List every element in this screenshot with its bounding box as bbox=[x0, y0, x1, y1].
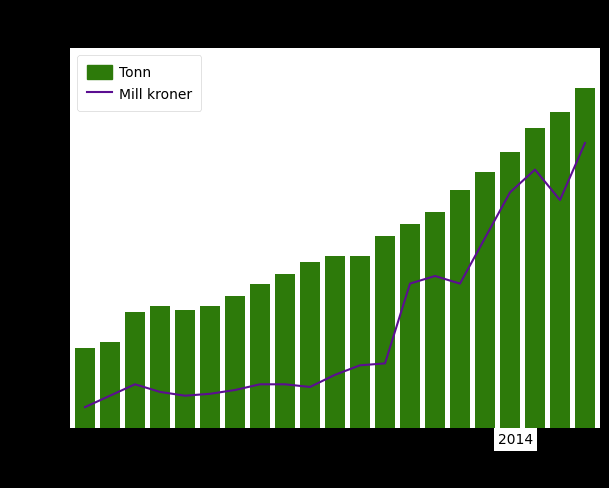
Bar bbox=[475, 173, 495, 428]
Text: 2014: 2014 bbox=[498, 432, 533, 447]
Bar bbox=[75, 348, 95, 428]
Bar bbox=[175, 310, 195, 428]
Bar bbox=[400, 224, 420, 428]
Bar bbox=[575, 89, 595, 428]
Bar bbox=[500, 153, 520, 428]
Bar bbox=[300, 263, 320, 428]
Bar bbox=[425, 213, 445, 428]
Legend: Tonn, Mill kroner: Tonn, Mill kroner bbox=[77, 56, 202, 112]
Bar bbox=[550, 113, 570, 428]
Bar bbox=[375, 237, 395, 428]
Bar bbox=[450, 191, 470, 428]
Bar bbox=[325, 257, 345, 428]
Bar bbox=[250, 285, 270, 428]
Bar bbox=[150, 306, 170, 428]
Bar bbox=[125, 312, 145, 428]
Bar bbox=[350, 257, 370, 428]
Bar bbox=[525, 129, 545, 428]
Bar bbox=[200, 306, 220, 428]
Bar bbox=[225, 296, 245, 428]
Bar bbox=[100, 342, 120, 428]
Bar bbox=[275, 274, 295, 428]
